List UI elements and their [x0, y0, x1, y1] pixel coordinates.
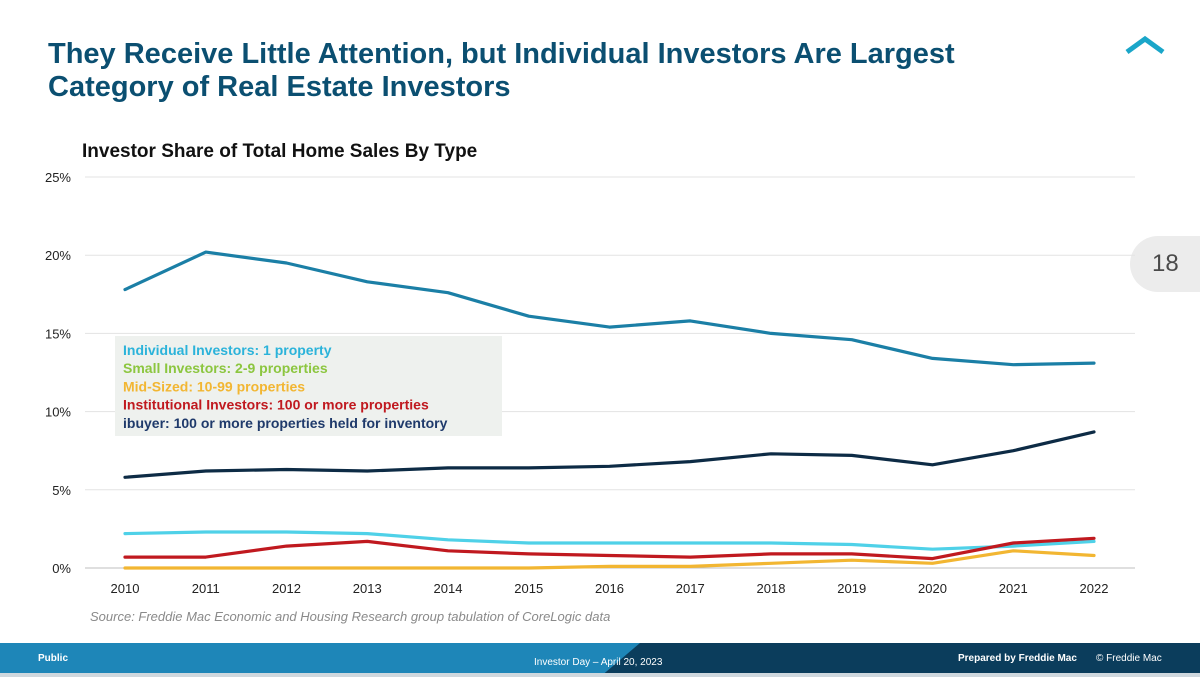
series-line-1 [123, 250, 1096, 367]
series-line-5 [123, 549, 1096, 570]
footer-background [0, 643, 1200, 677]
footer-classification: Public [38, 653, 69, 664]
footer-copyright: © Freddie Mac [1096, 653, 1162, 664]
x-tick-label: 2020 [918, 581, 947, 596]
y-tick-label: 0% [52, 561, 71, 576]
series-line-3 [123, 530, 1096, 551]
legend-entry: ibuyer: 100 or more properties held for … [123, 415, 448, 431]
roof-chevron-icon [1125, 35, 1165, 55]
line-chart: Investor Share of Total Home Sales By Ty… [45, 141, 1135, 596]
y-tick-label: 5% [52, 483, 71, 498]
x-tick-label: 2012 [272, 581, 301, 596]
x-tick-label: 2016 [595, 581, 624, 596]
legend-entry: Mid-Sized: 10-99 properties [123, 378, 305, 394]
y-tick-label: 15% [45, 326, 71, 341]
x-tick-label: 2010 [111, 581, 140, 596]
x-tick-label: 2014 [434, 581, 463, 596]
x-tick-label: 2019 [837, 581, 866, 596]
legend-box [115, 336, 502, 436]
y-tick-label: 25% [45, 170, 71, 185]
page-number-tab: 18 [1130, 236, 1200, 292]
series-line-4 [123, 536, 1096, 561]
series-line-2 [123, 430, 1096, 479]
legend-entry: Institutional Investors: 100 or more pro… [123, 397, 429, 413]
y-tick-label: 20% [45, 248, 71, 263]
footer-prepared-by: Prepared by Freddie Mac [958, 653, 1077, 664]
x-tick-label: 2013 [353, 581, 382, 596]
x-tick-label: 2021 [999, 581, 1028, 596]
x-tick-label: 2018 [757, 581, 786, 596]
chart-title: Investor Share of Total Home Sales By Ty… [82, 141, 477, 162]
footer-bar: Public Investor Day – April 20, 2023 Pre… [0, 643, 1200, 677]
x-tick-label: 2015 [514, 581, 543, 596]
x-tick-label: 2022 [1080, 581, 1109, 596]
x-tick-label: 2011 [192, 581, 220, 596]
y-tick-label: 10% [45, 405, 71, 420]
source-note: Source: Freddie Mac Economic and Housing… [90, 609, 611, 624]
slide-title: They Receive Little Attention, but Indiv… [48, 38, 955, 103]
footer-event: Investor Day – April 20, 2023 [534, 657, 663, 668]
legend-entry: Small Investors: 2-9 properties [123, 360, 328, 376]
page-number: 18 [1152, 250, 1179, 277]
x-tick-label: 2017 [676, 581, 705, 596]
legend-entry: Individual Investors: 1 property [123, 342, 332, 358]
